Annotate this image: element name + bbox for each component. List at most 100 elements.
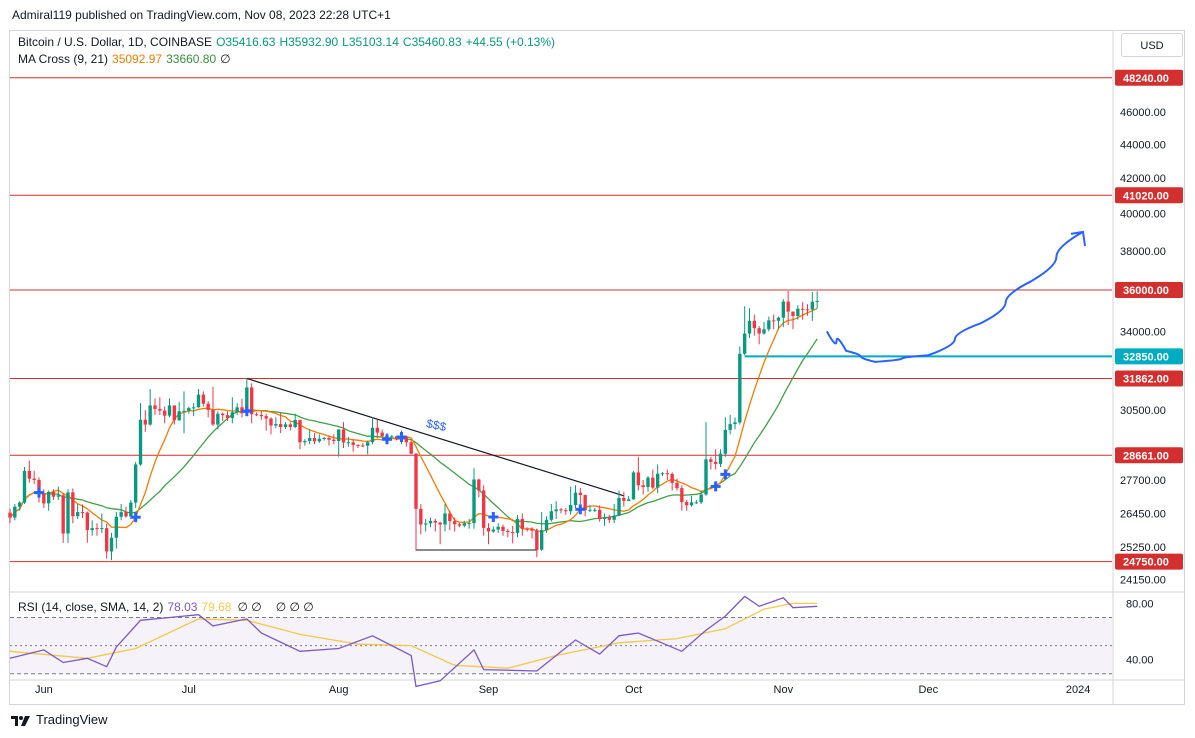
candle-body (423, 523, 428, 525)
price-tick-label: 44000.00 (1120, 139, 1166, 151)
candle (259, 411, 264, 420)
price-tick-label: 46000.00 (1120, 107, 1166, 119)
tradingview-brand: TradingView (36, 712, 108, 727)
high-value: H35932.90 (279, 35, 339, 49)
candle (90, 520, 94, 536)
candle (699, 490, 703, 504)
candle-body (723, 429, 728, 454)
time-tick-label: Jul (182, 684, 196, 696)
rsi-tick-label: 40.00 (1126, 655, 1154, 667)
currency-button[interactable]: USD (1121, 33, 1183, 57)
candle (796, 305, 800, 320)
price-tick-label: 26450.00 (1120, 508, 1166, 520)
candle (776, 316, 781, 330)
candle (32, 470, 36, 484)
level-tag-label: 36000.00 (1123, 285, 1169, 297)
candle-body (607, 517, 612, 520)
candle (254, 412, 259, 417)
rsi-value: 78.03 (167, 600, 198, 614)
candle-body (617, 497, 621, 516)
candle (172, 405, 177, 425)
candle-body (496, 526, 500, 530)
level-tag (1115, 281, 1183, 298)
candle-body (274, 424, 278, 426)
candle (467, 518, 471, 529)
candle (240, 398, 244, 418)
candle (675, 478, 679, 491)
candle-body (191, 407, 196, 409)
candle-body (356, 444, 360, 446)
candle-body (597, 509, 602, 519)
candle (593, 507, 597, 513)
candle-body (235, 407, 239, 413)
candle-body (762, 329, 766, 334)
candle-body (375, 427, 380, 433)
liquidity-annotation: $$$ (425, 416, 448, 434)
candle (486, 523, 491, 545)
candle (438, 521, 442, 545)
candle-body (651, 477, 655, 488)
candle-body (61, 495, 65, 534)
level-tag-label: 41020.00 (1123, 190, 1169, 202)
candle (665, 469, 670, 480)
candle-body (201, 394, 206, 404)
candle-body (815, 300, 819, 302)
candle (196, 389, 201, 408)
candle (341, 422, 346, 448)
candle-body (66, 492, 70, 534)
candle (220, 412, 225, 421)
candle-body (211, 409, 215, 425)
ma-cross-marker (396, 432, 407, 443)
candle-body (80, 512, 85, 514)
candle (651, 469, 655, 490)
chart-frame[interactable] (9, 30, 1185, 705)
cross-v (385, 434, 389, 445)
rsi-tick-label: 80.00 (1126, 598, 1154, 610)
candle-body (138, 419, 143, 465)
candle-body (800, 308, 805, 310)
candle-body (129, 502, 133, 517)
ma-cross-marker (488, 511, 499, 522)
ma-cross-marker (720, 469, 731, 480)
candle-body (699, 494, 703, 503)
candle (631, 470, 636, 500)
candle (133, 461, 138, 508)
rsi-line (9, 595, 818, 688)
candle-body (269, 418, 273, 426)
candle (767, 316, 771, 332)
candle-body (32, 478, 36, 480)
candle (303, 439, 307, 446)
candle-body (622, 497, 626, 501)
candle (626, 495, 631, 502)
candle (288, 422, 293, 431)
candle (264, 413, 268, 431)
candle-body (747, 320, 752, 334)
time-tick-label: Oct (625, 684, 642, 696)
candle-body (419, 508, 423, 525)
candle-body (317, 438, 322, 442)
candle-body (341, 429, 346, 443)
candle (22, 467, 27, 504)
candle-body (631, 472, 636, 500)
candle (56, 486, 61, 500)
cross-v (245, 406, 249, 417)
candle-body (404, 436, 409, 443)
candle-body (675, 482, 679, 489)
candle (588, 505, 592, 513)
cross-v (578, 504, 582, 515)
ma-name: MA Cross (9, 21) (18, 52, 109, 66)
candle-body (733, 422, 737, 425)
candle-body (225, 415, 230, 419)
candle-body (124, 512, 128, 517)
candle-body (75, 512, 80, 517)
candle-body (104, 528, 109, 552)
candle-body (37, 479, 41, 494)
candle-body (791, 311, 795, 316)
symbol-legend: Bitcoin / U.S. Dollar, 1D, COINBASE O3541… (18, 35, 559, 49)
range-low-bracket (415, 454, 538, 551)
forecast-arrowhead (1070, 230, 1086, 247)
cross-v (37, 487, 41, 498)
candle (549, 503, 554, 522)
rsi-extra-2: ∅ ∅ ∅ (275, 600, 314, 614)
